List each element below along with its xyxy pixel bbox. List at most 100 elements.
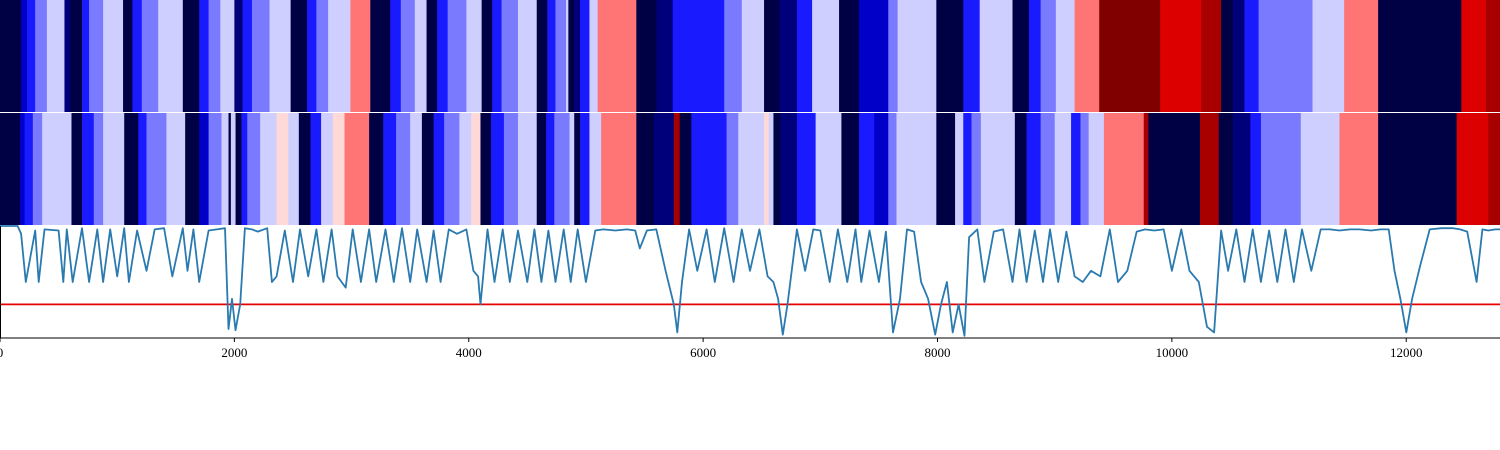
heatmap-cell (208, 0, 221, 113)
heatmap-cell (390, 0, 402, 113)
line-panel (0, 225, 1500, 338)
heatmap-cell (370, 0, 391, 113)
heatmap-cell (146, 113, 167, 226)
heatmap-cell (396, 113, 411, 226)
heatmap-cell (89, 0, 104, 113)
heatmap-cell (199, 0, 209, 113)
heatmap-cell (444, 113, 460, 226)
heatmap-cell (1232, 113, 1251, 226)
heatmap-cell (1014, 113, 1027, 226)
heatmap-cell (874, 113, 889, 226)
heatmap-cell (24, 113, 34, 226)
heatmap-cell (321, 113, 334, 226)
heatmap-cell (1201, 0, 1222, 113)
heatmap-cell (383, 113, 397, 226)
heatmap-cell (288, 113, 300, 226)
heatmap-cell (963, 113, 972, 226)
heatmap-cell (1143, 113, 1149, 226)
heatmap-cell (963, 0, 981, 113)
heatmap-cell (1099, 0, 1161, 113)
heatmap-cell (503, 113, 519, 226)
heatmap-cell (673, 113, 681, 226)
heatmap-cell (64, 0, 71, 113)
heatmap-cell (501, 0, 519, 113)
x-tick-label: 12000 (1390, 345, 1423, 360)
heatmap-cell (1344, 0, 1379, 113)
heatmap-cell (228, 113, 232, 226)
heatmap-cell (679, 113, 692, 226)
heatmap-cell (580, 113, 590, 226)
heatmap-cell (1312, 0, 1345, 113)
x-tick-label: 8000 (925, 345, 951, 360)
heatmap-cell (780, 113, 798, 226)
heatmap-cell (124, 113, 139, 226)
heatmap-cell (234, 0, 243, 113)
heatmap-cell (138, 113, 147, 226)
heatmap-cell (32, 113, 43, 226)
heatmap-cell (46, 0, 65, 113)
heatmap-cell (310, 113, 322, 226)
heatmap-cell (0, 113, 21, 226)
heatmap-cell (764, 113, 770, 226)
heatmap-cell (574, 113, 581, 226)
heatmap-bottom-strip (0, 113, 1500, 226)
heatmap-cell (936, 113, 956, 226)
heatmap-cell (815, 113, 842, 226)
heatmap-cell (554, 113, 570, 226)
heatmap-cell (726, 113, 739, 226)
heatmap-cell (1218, 113, 1234, 226)
heatmap-cell (1071, 113, 1081, 226)
heatmap-cell (546, 113, 555, 226)
heatmap-cell (1485, 0, 1500, 113)
heatmap-cell (158, 0, 184, 113)
heatmap-top-strip (0, 0, 1500, 113)
heatmap-cell (888, 0, 899, 113)
heatmap-cell (1250, 113, 1262, 226)
heatmap-cell (471, 113, 481, 226)
heatmap-cell (480, 113, 492, 226)
heatmap-cell (779, 0, 798, 113)
heatmap-cell (764, 0, 780, 113)
heatmap-cell (1148, 113, 1201, 226)
heatmap-cell (1244, 0, 1259, 113)
heatmap-cell (1260, 113, 1277, 226)
heatmap-cell (768, 113, 774, 226)
heatmap-cell (290, 0, 308, 113)
heatmap-cell (517, 0, 538, 113)
heatmap-cell (636, 113, 655, 226)
heatmap-cell (574, 0, 581, 113)
heatmap-cell (1378, 0, 1462, 113)
heatmap-cell (796, 0, 813, 113)
heatmap-cell (691, 113, 727, 226)
heatmap-cell (221, 113, 229, 226)
heatmap-cell (492, 0, 502, 113)
x-tick-label: 2000 (221, 345, 247, 360)
heatmap-cell (653, 113, 675, 226)
heatmap-cell (589, 0, 599, 113)
heatmap-cell (1080, 113, 1090, 226)
heatmap-cell (1276, 113, 1302, 226)
heatmap-cell (414, 0, 427, 113)
heatmap-cell (82, 113, 95, 226)
heatmap-cell (185, 113, 200, 226)
heatmap-cell (230, 113, 236, 226)
heatmap-cell (1012, 0, 1030, 113)
heatmap-cell (447, 0, 467, 113)
x-tick-label: 0 (0, 345, 3, 360)
x-tick-label: 10000 (1156, 345, 1189, 360)
heatmap-cell (738, 113, 765, 226)
heatmap-cell (568, 0, 575, 113)
heatmap-cell (466, 0, 483, 113)
heatmap-cell (1040, 113, 1056, 226)
heatmap-cell (1074, 0, 1100, 113)
heatmap-cell (82, 0, 90, 113)
heatmap-cell (636, 0, 657, 113)
heatmap-cell (400, 0, 416, 113)
x-tick-label: 6000 (690, 345, 716, 360)
heatmap-cell (741, 0, 765, 113)
heatmap-cell (517, 113, 538, 226)
heatmap-cell (1378, 113, 1458, 226)
heatmap-cell (410, 113, 423, 226)
heatmap-cell (421, 113, 434, 226)
heatmap-cell (1054, 113, 1072, 226)
